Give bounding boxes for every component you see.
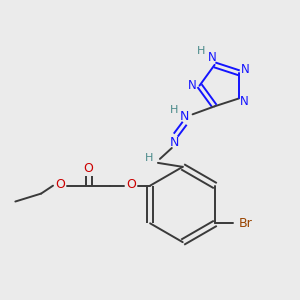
Text: N: N: [241, 63, 249, 76]
Text: N: N: [208, 51, 217, 64]
Text: O: O: [55, 178, 65, 191]
Text: N: N: [188, 79, 197, 92]
Text: N: N: [239, 95, 248, 108]
Text: Br: Br: [239, 217, 253, 230]
Text: O: O: [126, 178, 136, 191]
Text: H: H: [196, 46, 205, 56]
Text: O: O: [84, 162, 94, 175]
Text: N: N: [170, 136, 179, 148]
Text: H: H: [145, 153, 153, 163]
Text: N: N: [180, 110, 189, 123]
Text: H: H: [169, 105, 178, 116]
